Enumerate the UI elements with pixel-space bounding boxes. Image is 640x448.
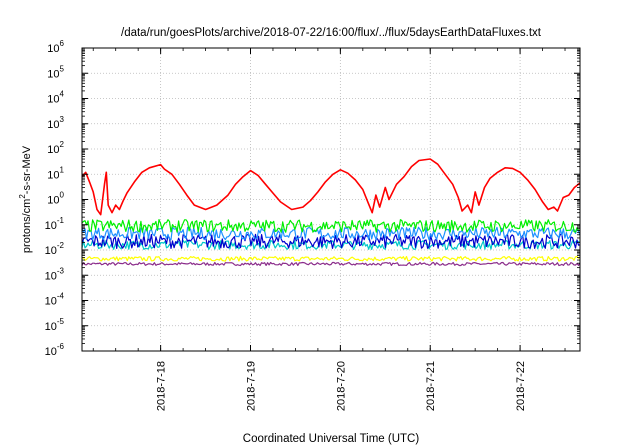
y-tick-mantissa: 10 (47, 68, 59, 80)
y-axis-label-sup: 2 (18, 194, 27, 199)
y-axis-label-base: protons/cm (21, 199, 33, 253)
y-tick-exponent: -4 (57, 292, 65, 301)
y-tick-exponent: -6 (57, 342, 65, 351)
y-tick-mantissa: 10 (47, 195, 59, 207)
y-tick-exponent: 5 (60, 64, 65, 73)
x-axis-label: Coordinated Universal Time (UTC) (243, 433, 420, 445)
chart-title: /data/run/goesPlots/archive/2018-07-22/1… (121, 27, 542, 39)
y-axis-label-rest: -s-sr-MeV (21, 145, 33, 194)
x-tick-label: 2018-7-18 (156, 361, 168, 411)
y-tick-exponent: 2 (60, 140, 65, 149)
y-tick-mantissa: 10 (45, 296, 57, 308)
y-tick-mantissa: 10 (47, 144, 59, 156)
y-tick-exponent: 1 (60, 165, 65, 174)
y-tick-exponent: -2 (57, 241, 65, 250)
x-tick-label: 2018-7-20 (335, 361, 347, 411)
y-tick-exponent: -1 (57, 216, 65, 225)
y-tick-mantissa: 10 (45, 245, 57, 257)
y-tick-label: 102 (47, 140, 64, 156)
series-line (81, 226, 581, 241)
y-tick-label: 103 (47, 115, 64, 131)
x-axis: 2018-7-18 2018-7-19 2018-7-20 2018-7-21 2018… (92, 48, 566, 411)
y-tick-exponent: 3 (60, 115, 65, 124)
series-line (81, 219, 581, 233)
x-tick-label: 2018-7-21 (425, 361, 437, 411)
y-tick-mantissa: 10 (45, 346, 57, 358)
grid (82, 47, 580, 352)
y-tick-label: 10-2 (45, 241, 65, 257)
y-tick-exponent: -3 (57, 266, 65, 275)
series-group (81, 158, 581, 267)
x-tick-label: 2018-7-19 (245, 361, 257, 411)
y-tick-label: 101 (47, 165, 64, 181)
y-tick-mantissa: 10 (47, 94, 59, 106)
series-line (81, 261, 581, 267)
y-axis-label: protons/cm2-s-sr-MeV (18, 145, 33, 253)
y-tick-label: 10-6 (45, 342, 65, 358)
y-axis: 10-610-510-410-310-210-11001011021031041… (45, 39, 580, 358)
y-tick-label: 10-4 (45, 292, 65, 308)
y-tick-mantissa: 10 (47, 169, 59, 181)
y-tick-label: 104 (47, 90, 64, 106)
y-tick-mantissa: 10 (45, 220, 57, 232)
series-line (81, 233, 581, 249)
y-tick-mantissa: 10 (47, 43, 59, 55)
y-tick-exponent: 4 (60, 90, 65, 99)
y-tick-exponent: 0 (60, 191, 65, 200)
y-tick-exponent: -5 (57, 317, 65, 326)
x-tick-label: 2018-7-22 (515, 361, 527, 411)
y-tick-label: 100 (47, 191, 64, 207)
y-tick-label: 10-5 (45, 317, 65, 333)
y-tick-mantissa: 10 (47, 119, 59, 131)
y-tick-mantissa: 10 (45, 270, 57, 282)
y-tick-label: 10-1 (45, 216, 65, 232)
series-line (81, 255, 581, 262)
y-tick-mantissa: 10 (45, 321, 57, 333)
y-tick-label: 105 (47, 64, 64, 80)
y-tick-label: 106 (47, 39, 64, 55)
series-line (81, 158, 581, 216)
y-tick-label: 10-3 (45, 266, 65, 282)
y-tick-exponent: 6 (60, 39, 65, 48)
